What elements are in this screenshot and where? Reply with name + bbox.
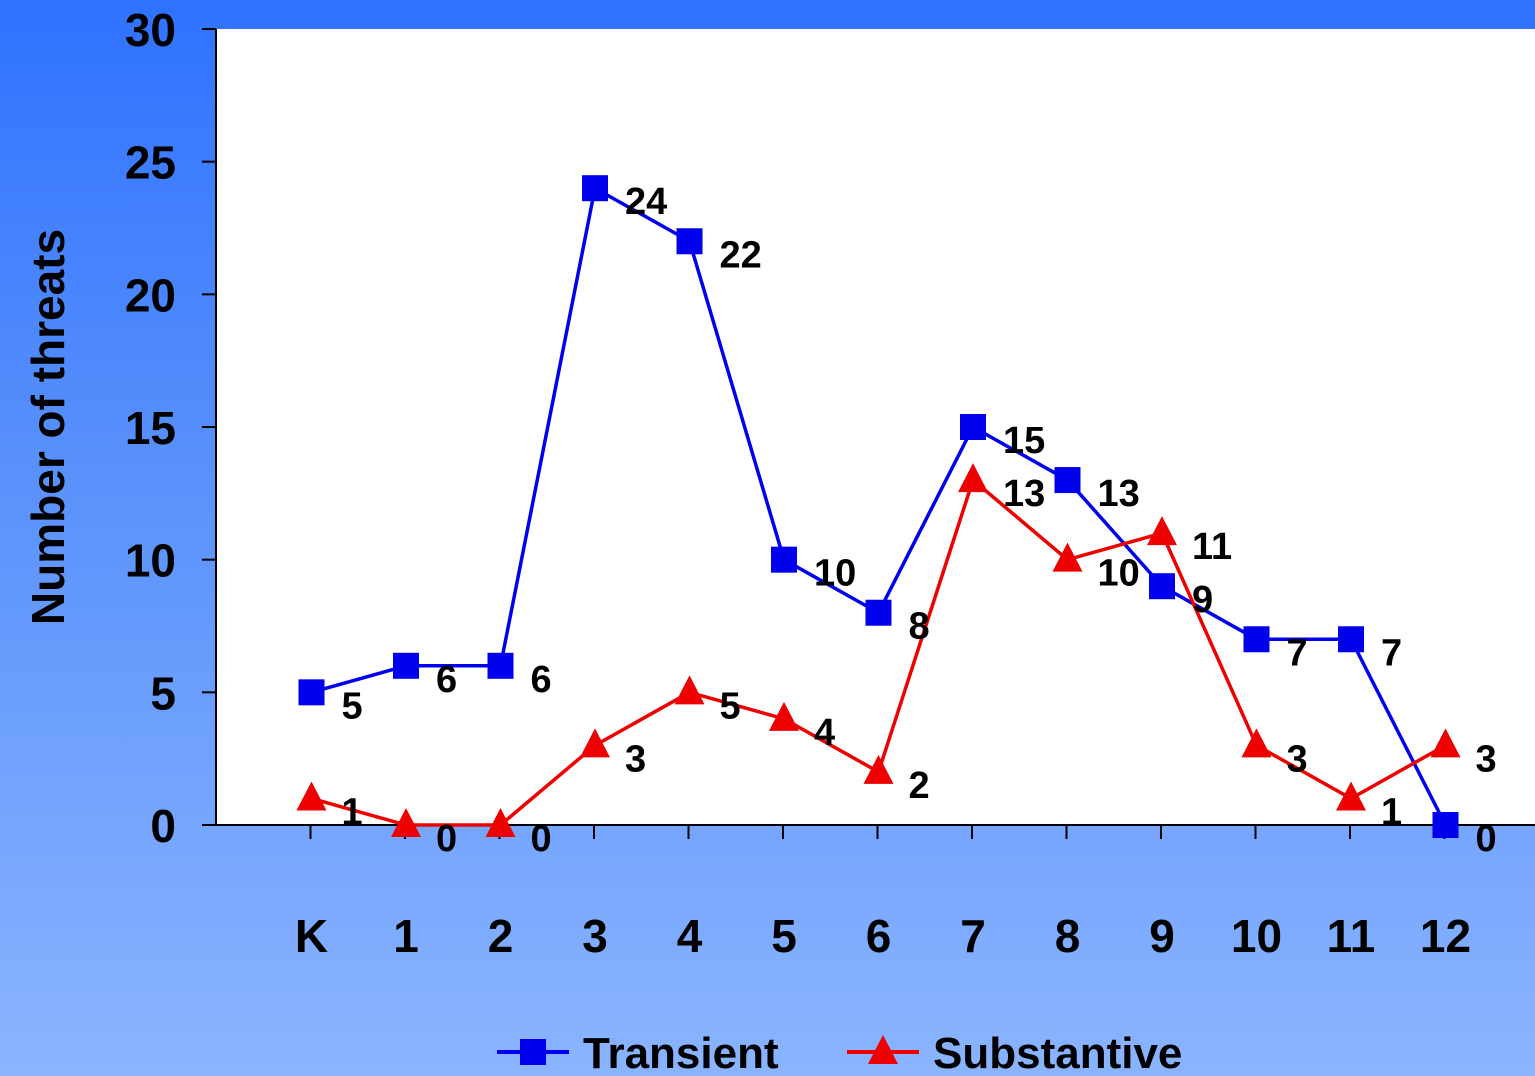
transient-point xyxy=(865,599,892,626)
substantive-point xyxy=(674,675,705,705)
y-ticks: 0 5 10 15 20 25 30 xyxy=(125,4,216,852)
legend-marker-substantive xyxy=(868,1035,898,1064)
series-transient xyxy=(298,175,1459,838)
substantive-point xyxy=(485,808,516,837)
y-tick-label: 5 xyxy=(150,667,176,719)
y-tick-label: 15 xyxy=(125,402,176,454)
substantive-point xyxy=(1336,781,1366,811)
transient-point xyxy=(1432,812,1459,838)
data-label: 10 xyxy=(1098,553,1140,595)
y-tick-label: 20 xyxy=(125,269,176,321)
x-tick-label: 1 xyxy=(393,910,419,962)
series-substantive xyxy=(296,463,1461,837)
data-label: 3 xyxy=(1476,738,1497,780)
transient-point xyxy=(960,414,986,440)
data-label: 2 xyxy=(909,765,930,807)
series-layer xyxy=(296,175,1461,838)
transient-point xyxy=(1243,626,1270,653)
substantive-point xyxy=(1052,542,1083,572)
data-label: 1 xyxy=(1381,791,1402,833)
data-label: 13 xyxy=(1098,473,1140,515)
data-label: 0 xyxy=(1476,818,1497,860)
substantive-point xyxy=(769,701,799,731)
transient-point xyxy=(393,652,419,679)
x-tick-label: 5 xyxy=(771,910,797,962)
x-tick-label: 4 xyxy=(677,910,703,962)
data-label: 0 xyxy=(436,818,457,860)
y-tick-label: 30 xyxy=(125,4,176,56)
plot-area xyxy=(216,29,1535,825)
x-tick-label: 3 xyxy=(582,910,608,962)
data-label: 0 xyxy=(531,818,552,860)
x-tick-label: 8 xyxy=(1055,910,1081,962)
data-label: 3 xyxy=(625,738,646,780)
data-label: 11 xyxy=(1192,526,1232,568)
data-label: 5 xyxy=(720,685,741,727)
transient-point xyxy=(1338,626,1364,653)
data-label: 13 xyxy=(1003,473,1045,515)
data-label: 1 xyxy=(342,791,363,833)
y-tick-label: 10 xyxy=(125,535,176,587)
data-label: 24 xyxy=(625,181,667,223)
substantive-point xyxy=(1241,728,1272,758)
x-tick-label: 12 xyxy=(1420,910,1471,962)
data-label: 9 xyxy=(1192,579,1213,621)
x-tick-label: 9 xyxy=(1149,910,1175,962)
legend-label: Substantive xyxy=(933,1029,1182,1076)
x-tick-label: 2 xyxy=(488,910,514,962)
y-tick-label: 0 xyxy=(150,800,176,852)
data-label: 22 xyxy=(720,234,762,276)
legend-label: Transient xyxy=(583,1029,779,1076)
data-label: 6 xyxy=(531,659,552,701)
x-tick-label: 10 xyxy=(1231,910,1282,962)
transient-point xyxy=(771,546,797,573)
transient-point xyxy=(1054,467,1081,494)
transient-point xyxy=(582,175,608,202)
substantive-point xyxy=(958,463,988,493)
data-label: 8 xyxy=(909,606,930,648)
legend-marker-transient xyxy=(520,1039,546,1065)
transient-point xyxy=(676,228,703,255)
x-tick-label: 6 xyxy=(866,910,892,962)
y-axis-title: Number of threats xyxy=(22,229,74,625)
data-label: 7 xyxy=(1287,632,1308,674)
x-ticks: K 1 2 3 4 5 6 7 8 9 10 11 12 xyxy=(295,825,1471,962)
data-label: 6 xyxy=(436,659,457,701)
substantive-point xyxy=(391,808,421,837)
data-label: 3 xyxy=(1287,738,1308,780)
substantive-point xyxy=(296,781,327,811)
transient-point xyxy=(298,679,325,706)
substantive-point xyxy=(580,728,610,758)
data-label: 7 xyxy=(1381,632,1402,674)
transient-point xyxy=(487,652,514,679)
y-tick-label: 25 xyxy=(125,137,176,189)
x-tick-label: K xyxy=(295,910,328,962)
legend: Transient Substantive xyxy=(497,1029,1182,1076)
data-label: 15 xyxy=(1003,420,1045,462)
data-label: 10 xyxy=(814,553,856,595)
data-label: 4 xyxy=(814,712,835,754)
x-tick-label: 7 xyxy=(960,910,986,962)
substantive-point xyxy=(863,754,894,784)
data-label: 5 xyxy=(342,685,363,727)
substantive-point xyxy=(1147,516,1177,546)
transient-point xyxy=(1149,573,1175,600)
substantive-point xyxy=(1430,728,1461,758)
x-tick-label: 11 xyxy=(1327,910,1376,962)
